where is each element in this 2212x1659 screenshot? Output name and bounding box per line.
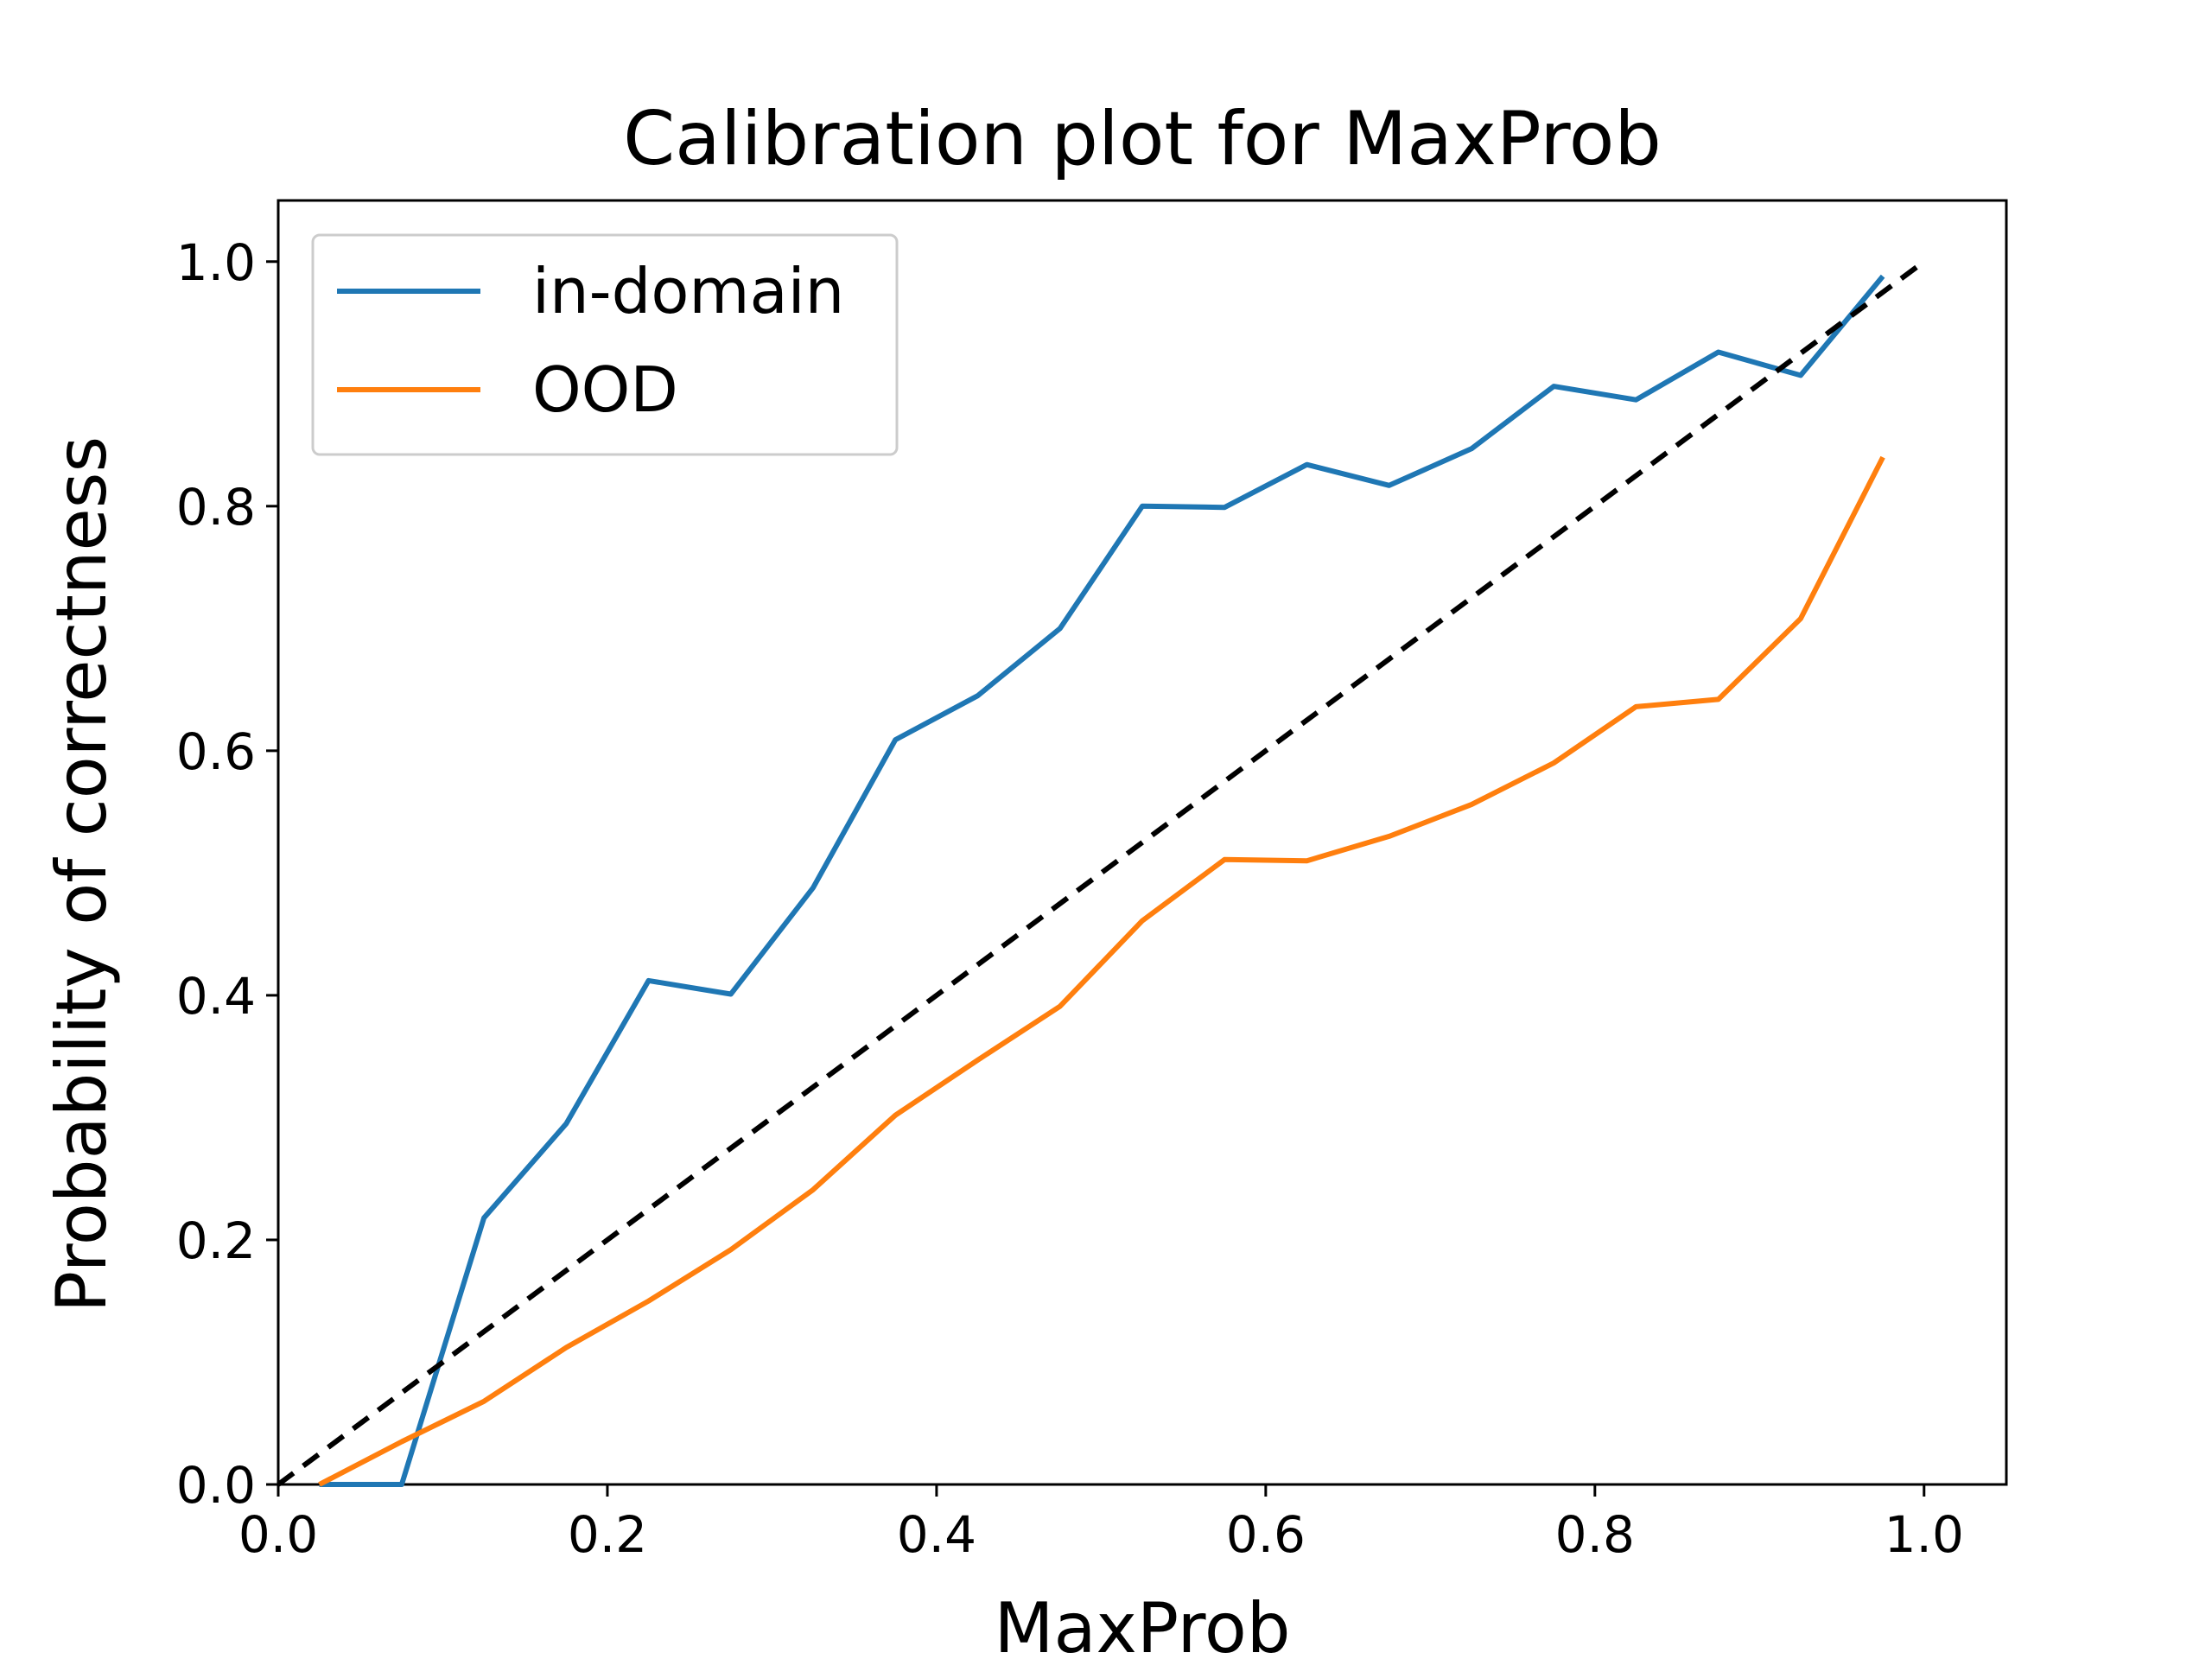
chart-title: Calibration plot for MaxProb [623, 96, 1662, 182]
x-tick-label: 0.8 [1555, 1505, 1635, 1564]
y-tick-label: 0.0 [176, 1456, 256, 1515]
x-tick-label: 0.2 [568, 1505, 647, 1564]
y-tick-label: 0.6 [176, 722, 256, 781]
series-line-in-domain [319, 274, 1885, 1487]
legend-label-in-domain: in-domain [532, 255, 844, 327]
legend-label-ood: OOD [532, 353, 678, 426]
x-tick-label: 0.6 [1226, 1505, 1306, 1564]
plot-frame [276, 199, 2008, 1486]
y-axis-label: Probability of correctness [41, 436, 122, 1313]
x-tick-label: 0.4 [897, 1505, 976, 1564]
legend: in-domain OOD [311, 233, 899, 456]
y-tick-label: 1.0 [176, 233, 256, 292]
x-tick-label: 0.0 [238, 1505, 318, 1564]
y-tick-label: 0.2 [176, 1211, 256, 1270]
x-ticks: 0.0 0.2 0.4 0.6 0.8 1.0 [238, 1484, 1964, 1564]
series-line-ood [318, 455, 1885, 1487]
y-tick-label: 0.4 [176, 967, 256, 1026]
y-tick-label: 0.8 [176, 478, 256, 537]
axes [276, 199, 2008, 1486]
x-axis-label: MaxProb [994, 1588, 1290, 1659]
x-tick-label: 1.0 [1885, 1505, 1964, 1564]
series-lines [276, 259, 1926, 1487]
y-ticks: 0.0 0.2 0.4 0.6 0.8 1.0 [176, 233, 278, 1515]
